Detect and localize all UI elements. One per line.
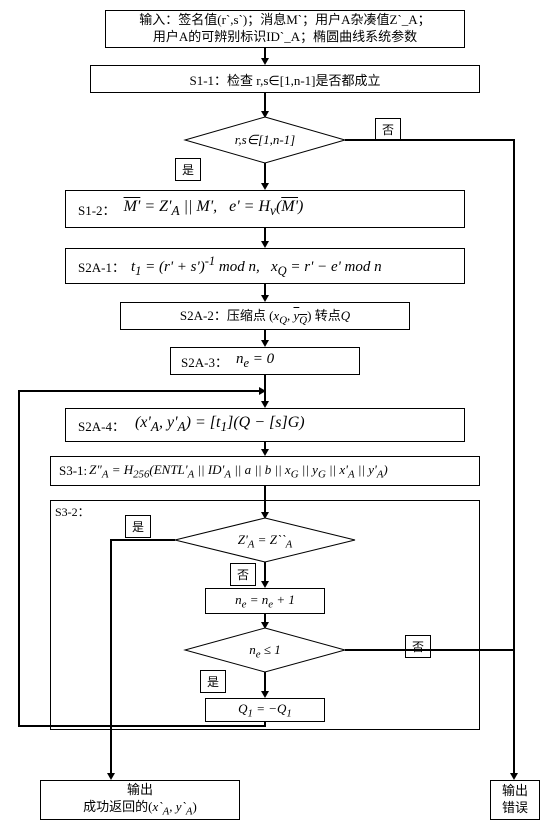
s2a-4-label: S2A-4： xyxy=(78,416,125,435)
s1-2-math: M' = Z'A || M', e' = Hv(M') xyxy=(124,198,304,219)
s2a-2-text: S2A-2：压缩点 (xQ, yQ) 转点Q xyxy=(180,305,350,327)
flowchart-container: 输入：签名值(r`,s`)；消息M`；用户A杂凑值Z`_A； 用户A的可辨别标识… xyxy=(10,10,545,826)
output-error-line2: 错误 xyxy=(502,800,528,817)
ne-inc-math: ne = ne + 1 xyxy=(235,592,295,611)
node-s2a-4: S2A-4： (x'A, y'A) = [t1](Q − [s]G) xyxy=(65,408,465,442)
node-s2a-3: S2A-3： ne = 0 xyxy=(170,347,360,375)
q-neg-math: Q1 = −Q1 xyxy=(238,701,292,720)
d2-no: 否 xyxy=(230,563,256,586)
node-output-success: 输出 成功返回的(x`A, y`A) xyxy=(40,780,240,820)
node-input: 输入：签名值(r`,s`)；消息M`；用户A杂凑值Z`_A； 用户A的可辨别标识… xyxy=(105,10,465,48)
d2-text: Z'A = Z``A xyxy=(175,532,355,551)
d3-yes: 是 xyxy=(200,670,226,693)
s2a-4-math: (x'A, y'A) = [t1](Q − [s]G) xyxy=(135,414,305,435)
s3-1-label: S3-1: xyxy=(59,463,87,479)
d1-no: 否 xyxy=(375,118,401,141)
d3-no: 否 xyxy=(405,635,431,658)
node-s3-1: S3-1: Z″A = H256(ENTL'A || ID'A || a || … xyxy=(50,456,480,486)
s3-1-math: Z″A = H256(ENTL'A || ID'A || a || b || x… xyxy=(89,462,388,481)
node-s1-1: S1-1：检查 r,s∈[1,n-1]是否都成立 xyxy=(90,65,480,93)
node-q-neg: Q1 = −Q1 xyxy=(205,698,325,722)
s2a-3-label: S2A-3： xyxy=(181,352,228,371)
d2-yes: 是 xyxy=(125,515,151,538)
node-s2a-1: S2A-1： t1 = (r' + s')-1 mod n, xQ = r' −… xyxy=(65,248,465,284)
d1-text: r,s∈[1,n-1] xyxy=(185,132,345,148)
s1-1-text: S1-1：检查 r,s∈[1,n-1]是否都成立 xyxy=(190,70,381,89)
node-ne-inc: ne = ne + 1 xyxy=(205,588,325,614)
d1-yes: 是 xyxy=(175,158,201,181)
d3-text: ne ≤ 1 xyxy=(185,642,345,661)
s1-2-label: S1-2： xyxy=(78,200,116,219)
s2a-3-math: ne = 0 xyxy=(236,351,274,371)
s3-2-label: S3-2： xyxy=(55,503,90,520)
node-s2a-2: S2A-2：压缩点 (xQ, yQ) 转点Q xyxy=(120,302,410,330)
node-output-error: 输出 错误 xyxy=(490,780,540,820)
s2a-1-label: S2A-1： xyxy=(78,257,125,276)
input-line2: 用户A的可辨别标识ID`_A；椭圆曲线系统参数 xyxy=(153,29,417,46)
output-success-line1: 输出 xyxy=(127,782,153,799)
output-error-line1: 输出 xyxy=(502,783,528,800)
output-success-line2: 成功返回的(x`A, y`A) xyxy=(83,799,197,819)
s2a-1-math: t1 = (r' + s')-1 mod n, xQ = r' − e' mod… xyxy=(131,254,382,279)
input-line1: 输入：签名值(r`,s`)；消息M`；用户A杂凑值Z`_A； xyxy=(139,12,430,29)
node-s1-2: S1-2： M' = Z'A || M', e' = Hv(M') xyxy=(65,190,465,228)
